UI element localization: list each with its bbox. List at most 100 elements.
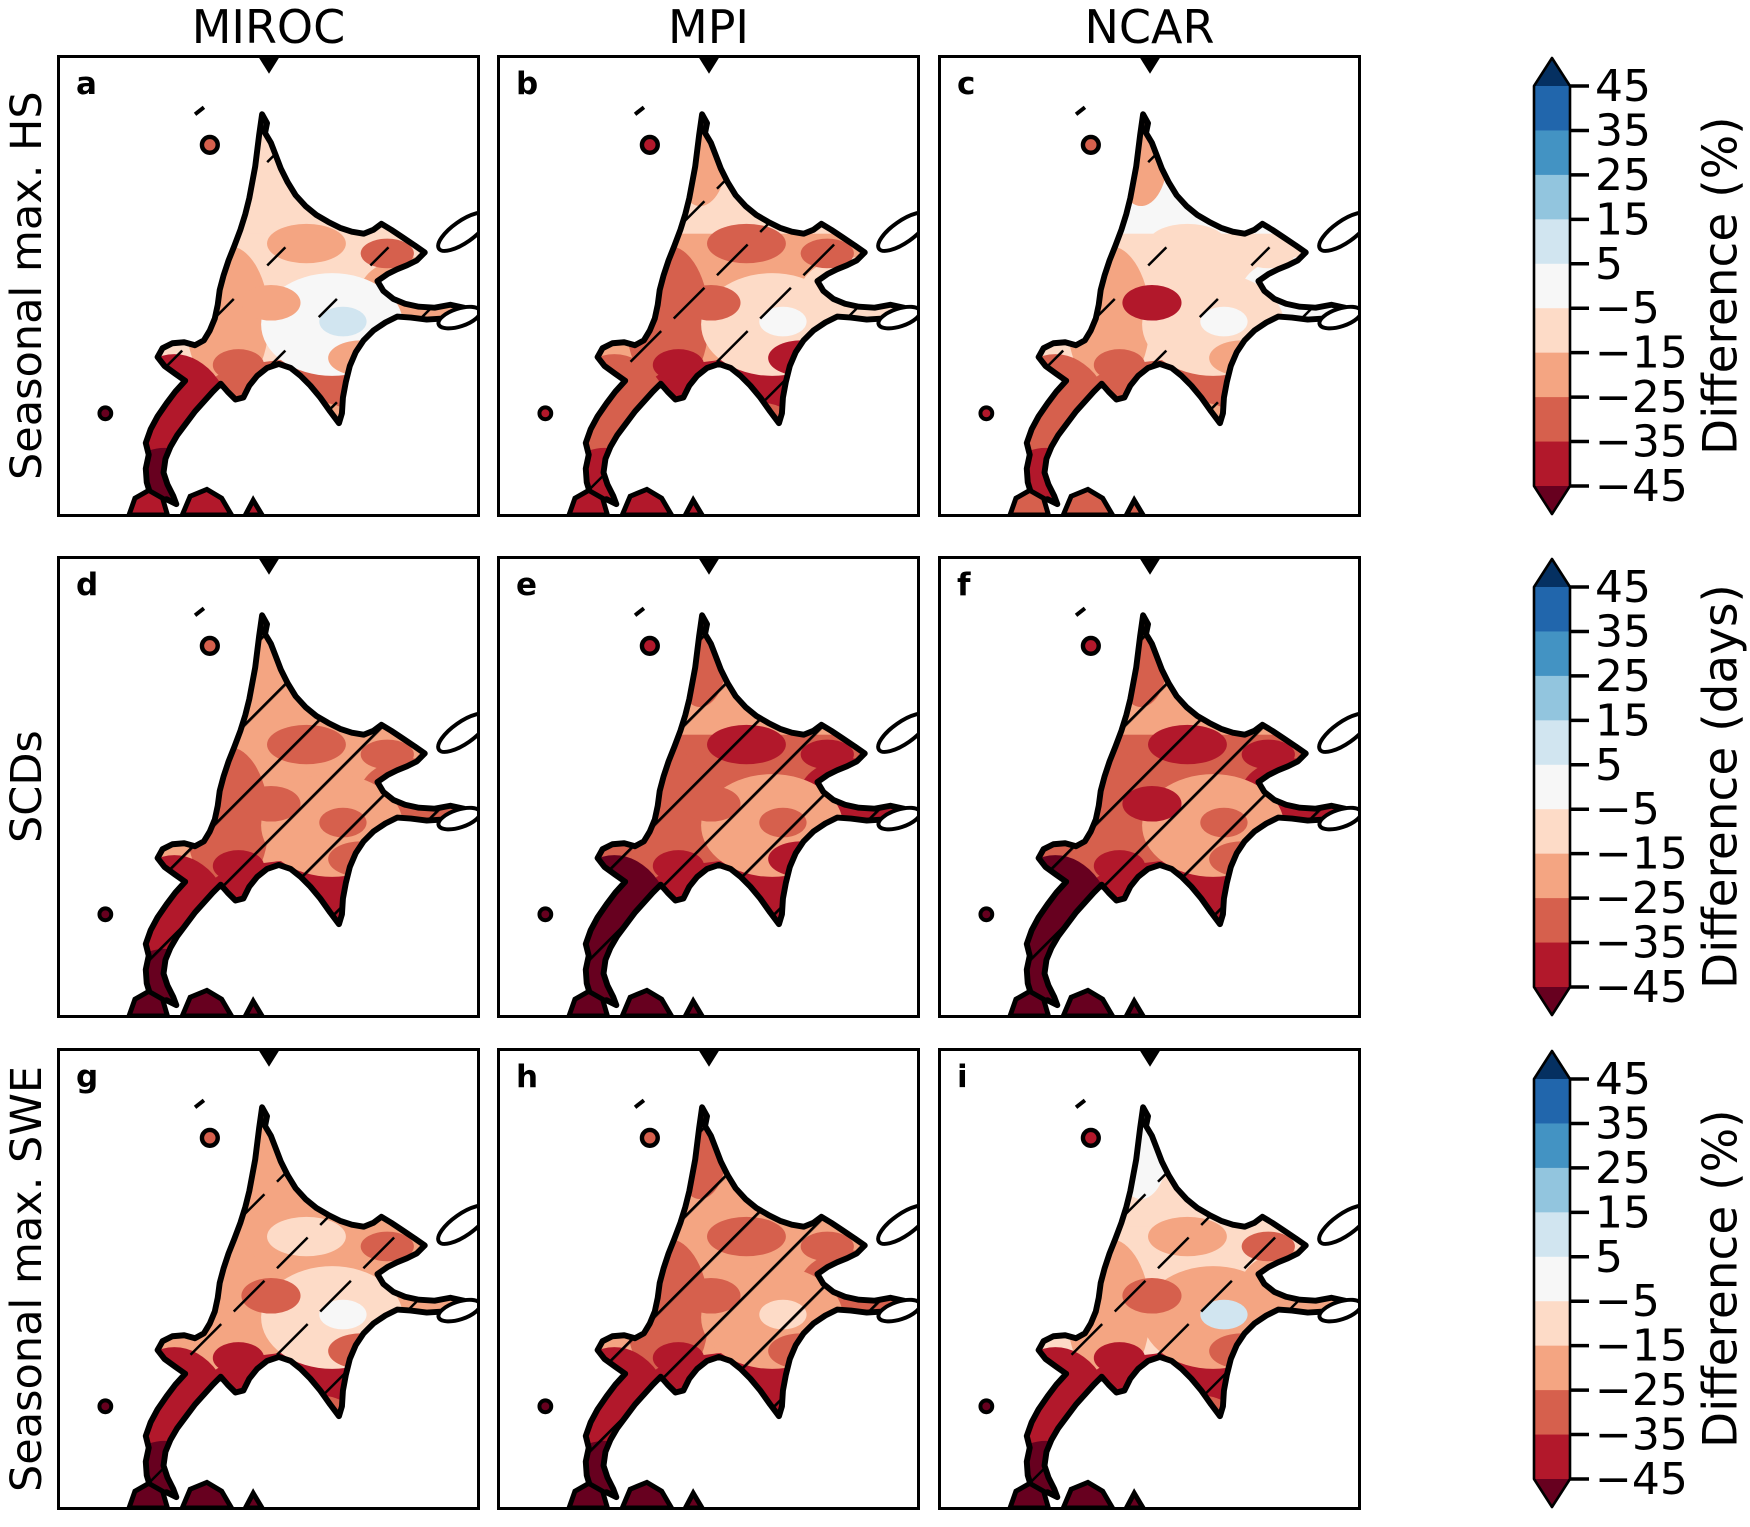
- colorbar-under-arrow: [1534, 1479, 1570, 1507]
- rishiri-island: [199, 134, 220, 155]
- colorbar-tick-label: −25: [1595, 873, 1688, 924]
- honshu-coast: [1007, 486, 1146, 514]
- rebun-islet: [633, 606, 646, 617]
- colorbar-tick-label: 25: [1595, 150, 1651, 201]
- colorbar-label-row-scds: Difference (days): [1693, 584, 1749, 990]
- rishiri-island: [199, 1127, 220, 1148]
- honshu-coast: [566, 1479, 705, 1507]
- sakhalin-notch: [699, 1051, 719, 1067]
- rishiri-island: [1080, 1127, 1101, 1148]
- kuril-islands-outline: [1317, 711, 1358, 832]
- map-panel-b: b: [497, 55, 920, 517]
- colorbar-tick-label: 15: [1595, 1187, 1651, 1238]
- kuril-islands-outline: [1317, 210, 1358, 331]
- sakhalin-notch: [1140, 559, 1160, 575]
- hatch-overlay: [585, 615, 905, 1006]
- rishiri-island: [1080, 134, 1101, 155]
- colorbar-tick-label: 45: [1595, 1054, 1651, 1105]
- colorbar-tick-label: 45: [1595, 562, 1651, 613]
- kuril-islands-outline: [436, 1203, 477, 1324]
- sakhalin-notch: [1140, 1051, 1160, 1067]
- hokkaido-map: [97, 58, 477, 514]
- okushiri-island: [537, 1398, 554, 1415]
- colorbar-tick-label: 15: [1595, 194, 1651, 245]
- sakhalin-notch: [259, 58, 279, 74]
- column-title-ncar: NCAR: [1084, 0, 1215, 54]
- map-panel-g: g: [57, 1048, 480, 1510]
- hokkaido-map: [537, 559, 917, 1015]
- colorbar-row-scds: 45 35 25 15 5 −5 −15 −25 −35 −45: [1532, 556, 1750, 1018]
- colorbar-tick-label: −35: [1595, 417, 1688, 468]
- colorbar-tick-label: 15: [1595, 695, 1651, 746]
- hokkaido-map: [978, 58, 1358, 514]
- row-label-seasonal-max-hs: Seasonal max. HS: [2, 91, 52, 481]
- colorbar-tick-label: 35: [1595, 606, 1651, 657]
- colorbar-tick-label: 35: [1595, 105, 1651, 156]
- hatch-overlay: [1026, 1107, 1346, 1498]
- rebun-islet: [193, 105, 206, 116]
- colorbar-tick-label: −45: [1595, 461, 1688, 512]
- honshu-coast: [1007, 1479, 1146, 1507]
- hokkaido-map: [97, 1051, 477, 1507]
- colorbar-tick-label: 5: [1595, 740, 1623, 791]
- colorbar-tick-label: −25: [1595, 1365, 1688, 1416]
- kuril-islands-outline: [876, 1203, 917, 1324]
- panel-letter-a: a: [76, 66, 97, 102]
- colorbar-tick-label: −35: [1595, 1410, 1688, 1461]
- rebun-islet: [1074, 606, 1087, 617]
- okushiri-island: [97, 405, 114, 422]
- map-panel-i: i: [938, 1048, 1361, 1510]
- colorbar-tick-label: 35: [1595, 1098, 1651, 1149]
- colorbar-tick-label: −5: [1595, 784, 1660, 835]
- island-outline: [582, 612, 908, 1009]
- colorbar-tick-label: 5: [1595, 239, 1623, 290]
- map-panel-h: h: [497, 1048, 920, 1510]
- honshu-coast: [126, 486, 265, 514]
- okushiri-island: [537, 906, 554, 923]
- rebun-islet: [1074, 105, 1087, 116]
- sakhalin-notch: [259, 559, 279, 575]
- map-panel-d: d: [57, 556, 480, 1018]
- panel-letter-d: d: [76, 567, 99, 603]
- row-label-scds: SCDs: [2, 730, 52, 844]
- map-panel-f: f: [938, 556, 1361, 1018]
- panel-letter-e: e: [516, 567, 538, 603]
- kuril-islands-outline: [876, 210, 917, 331]
- map-panel-c: c: [938, 55, 1361, 517]
- colorbar-row-swe: 45 35 25 15 5 −5 −15 −25 −35 −45: [1532, 1048, 1750, 1510]
- panel-letter-b: b: [516, 66, 539, 102]
- island-outline: [1023, 612, 1349, 1009]
- map-panel-a: a: [57, 55, 480, 517]
- colorbar-tick-label: 5: [1595, 1232, 1623, 1283]
- island-outline: [142, 1104, 468, 1501]
- hokkaido-map: [978, 1051, 1358, 1507]
- kuril-islands-outline: [876, 711, 917, 832]
- colorbar-tick-label: −25: [1595, 372, 1688, 423]
- hokkaido-map: [978, 559, 1358, 1015]
- kuril-islands-outline: [436, 711, 477, 832]
- hatch-overlay: [145, 114, 465, 505]
- colorbar-under-arrow: [1534, 486, 1570, 514]
- sakhalin-notch: [699, 58, 719, 74]
- colorbar-over-arrow: [1534, 1051, 1570, 1079]
- hatch-overlay: [145, 1107, 465, 1498]
- rishiri-island: [199, 635, 220, 656]
- colorbar-label-row-hs: Difference (%): [1693, 116, 1749, 456]
- island-outline: [582, 111, 908, 508]
- rishiri-island: [639, 134, 660, 155]
- hokkaido-map: [537, 58, 917, 514]
- colorbar-tick-label: −15: [1595, 1321, 1688, 1372]
- okushiri-island: [978, 405, 995, 422]
- kuril-islands-outline: [436, 210, 477, 331]
- honshu-coast: [126, 987, 265, 1015]
- sakhalin-notch: [1140, 58, 1160, 74]
- panel-letter-c: c: [957, 66, 976, 102]
- okushiri-island: [97, 1398, 114, 1415]
- panel-letter-h: h: [516, 1059, 539, 1095]
- honshu-coast: [1007, 987, 1146, 1015]
- colorbar-over-arrow: [1534, 559, 1570, 587]
- colorbar-tick-label: −5: [1595, 283, 1660, 334]
